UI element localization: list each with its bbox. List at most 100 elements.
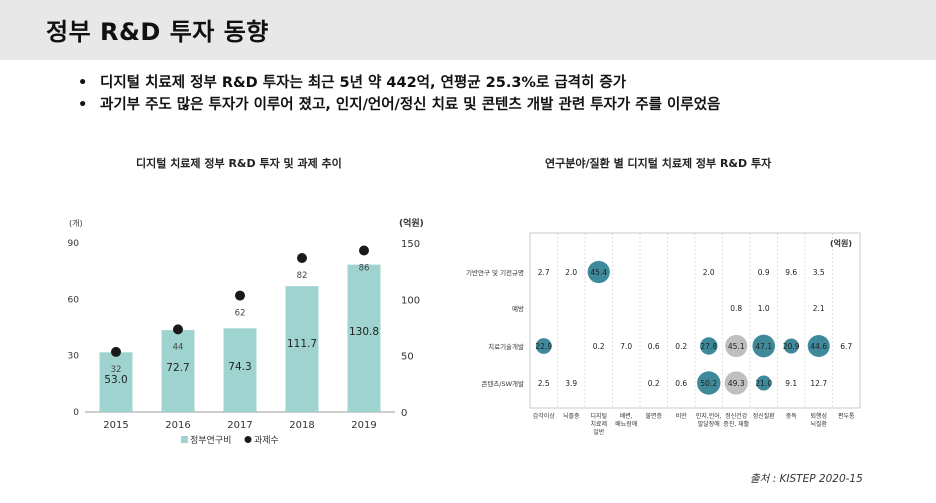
- bubble-value-label: 47.1: [755, 342, 772, 351]
- bar: [347, 264, 381, 412]
- point-value-label: 32: [111, 365, 122, 375]
- column-label: 치료제: [590, 420, 607, 428]
- x-tick-label: 2016: [165, 420, 190, 431]
- bar-value-label: 130.8: [349, 326, 379, 338]
- left-tick-label: 30: [68, 352, 80, 362]
- point-value-label: 44: [173, 342, 184, 352]
- point-value-label: 82: [297, 271, 308, 281]
- column-label: 비만: [676, 412, 688, 420]
- bubble: [587, 260, 610, 284]
- bubble-value-label: 7.0: [620, 342, 632, 351]
- bubble-chart-title: 연구분야/질환 별 디지털 치료제 정부 R&D 투자: [545, 157, 772, 170]
- bubble-value-label: 27.8: [700, 342, 717, 351]
- bubble: [700, 337, 718, 355]
- left-tick-label: 60: [68, 295, 80, 305]
- bar-value-label: 72.7: [166, 362, 189, 374]
- bubble-value-label: 20.9: [783, 342, 800, 351]
- bar-chart-title: 디지털 치료제 정부 R&D 투자 및 과제 추이: [136, 157, 342, 170]
- bubble-value-label: 9.6: [785, 268, 797, 277]
- bubble: [783, 338, 799, 354]
- bubble-value-label: 2.5: [538, 379, 550, 388]
- bubble: [756, 375, 772, 391]
- bubble-value-label: 50.2: [700, 379, 717, 388]
- left-tick-label: 0: [73, 408, 79, 418]
- bullet-item: 과기부 주도 많은 투자가 이루어 졌고, 인지/언어/정신 치료 및 콘텐츠 …: [78, 94, 720, 116]
- bubble: [724, 371, 748, 395]
- summary-bullets: 디지털 치료제 정부 R&D 투자는 최근 5년 약 442억, 연평균 25.…: [78, 72, 720, 116]
- bubble-value-label: 49.3: [728, 379, 745, 388]
- data-point: [111, 346, 121, 357]
- bar-value-label: 74.3: [228, 361, 251, 373]
- column-label: 뇌질환: [810, 420, 827, 428]
- column-label: 일반: [593, 428, 605, 436]
- column-label: 뇌졸중: [563, 412, 580, 420]
- header-bar: 정부 R&D 투자 동향: [0, 0, 936, 60]
- bubble-value-label: 0.8: [730, 304, 742, 313]
- row-label: 기반연구 및 기전규명: [466, 268, 524, 277]
- source-note: 출처 : KISTEP 2020-15: [750, 473, 863, 485]
- column-label: 중독: [786, 413, 798, 420]
- bubble-value-label: 0.6: [648, 342, 660, 351]
- row-label: 치료기술개발: [488, 342, 524, 351]
- right-tick-label: 50: [401, 352, 414, 363]
- page-title: 정부 R&D 투자 동향: [46, 18, 269, 46]
- x-tick-label: 2017: [227, 420, 252, 431]
- data-point: [297, 253, 307, 264]
- bar-value-label: 111.7: [287, 338, 317, 350]
- bar-chart: (개) (억원) 0 30 60 90 0 50 100 150 53.032 2015 72.7 44 2…: [68, 217, 424, 446]
- right-tick-label: 150: [401, 239, 420, 250]
- x-tick-label: 2018: [289, 420, 314, 431]
- column-label: 편두통: [838, 412, 855, 420]
- bar: [161, 330, 195, 412]
- bubble-value-label: 0.2: [648, 379, 660, 388]
- column-label: 감각이상: [533, 412, 556, 420]
- column-label: 증진, 재활: [723, 420, 749, 428]
- bubble: [535, 338, 552, 354]
- data-point: [359, 245, 369, 256]
- row-label: 예방: [512, 304, 524, 313]
- column-label: 퇴행성: [810, 412, 827, 420]
- x-tick-label: 2015: [103, 420, 128, 431]
- bubble-value-label: 2.0: [565, 268, 577, 277]
- right-tick-label: 100: [401, 295, 420, 306]
- bubble-value-label: 0.2: [593, 342, 605, 351]
- bar: [223, 328, 257, 412]
- bubble-value-label: 12.7: [810, 379, 827, 388]
- column-label: 인지,언어,: [696, 412, 722, 420]
- legend-label-funding: 정부연구비: [190, 435, 231, 446]
- legend-swatch-projects: [244, 436, 252, 443]
- legend-label-projects: 과제수: [254, 435, 279, 446]
- bubble: [807, 334, 830, 358]
- bubble-value-label: 0.2: [675, 342, 687, 351]
- data-point: [235, 290, 245, 301]
- column-label: 정신질환: [753, 412, 776, 420]
- bubble-value-label: 6.7: [840, 342, 852, 351]
- bar: [99, 352, 133, 412]
- point-value-label: 62: [235, 309, 246, 319]
- bubble-value-label: 21.0: [755, 379, 772, 388]
- column-label: 발달장애: [698, 420, 720, 428]
- column-label: 디지털: [590, 412, 607, 420]
- point-value-label: 86: [359, 264, 370, 274]
- bar: [285, 286, 319, 412]
- column-label: 배뇨장애: [615, 420, 637, 428]
- left-tick-label: 90: [68, 239, 80, 249]
- bar-value-label: 53.0: [104, 374, 127, 386]
- bubble-value-label: 3.5: [813, 268, 825, 277]
- column-label: 배변,: [620, 412, 633, 420]
- bubble-value-label: 44.6: [810, 342, 827, 351]
- legend-swatch-funding: [181, 436, 188, 443]
- bullet-item: 디지털 치료제 정부 R&D 투자는 최근 5년 약 442억, 연평균 25.…: [78, 72, 720, 94]
- bubble-value-label: 2.1: [813, 304, 825, 313]
- data-point: [173, 324, 183, 335]
- bubble-value-label: 0.9: [758, 268, 770, 277]
- bubble-value-label: 2.0: [703, 268, 715, 277]
- bubble: [752, 334, 776, 358]
- right-axis-unit: (억원): [399, 217, 424, 229]
- left-axis-unit: (개): [69, 218, 83, 228]
- bubble: [725, 334, 748, 358]
- bubble-value-label: 2.7: [538, 268, 550, 277]
- bubble: [697, 371, 721, 395]
- bubble-value-label: 1.0: [758, 304, 770, 313]
